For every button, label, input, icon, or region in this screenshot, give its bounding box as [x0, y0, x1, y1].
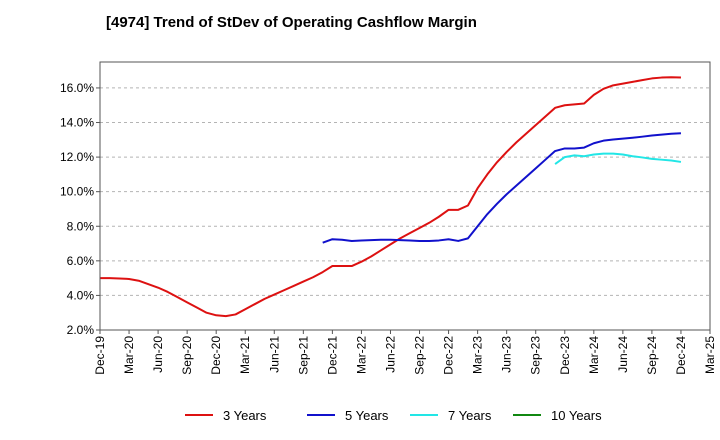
x-tick-label: Jun-24: [616, 336, 630, 373]
legend-label: 3 Years: [223, 407, 267, 423]
y-tick-label: 14.0%: [60, 116, 94, 130]
x-tick-label: Sep-21: [296, 336, 310, 375]
legend: 3 Years 5 Years 7 Years 10 Years: [0, 404, 720, 428]
x-tick-label: Jun-21: [267, 336, 281, 373]
x-tick-label: Jun-20: [151, 336, 165, 373]
y-tick-label: 8.0%: [67, 219, 95, 233]
legend-item-5-years: 5 Years: [307, 404, 388, 426]
legend-swatch: [410, 414, 438, 416]
x-tick-label: Mar-25: [703, 336, 717, 374]
y-tick-label: 4.0%: [67, 288, 95, 302]
legend-swatch: [513, 414, 541, 416]
x-tick-label: Dec-19: [93, 336, 107, 375]
legend-label: 7 Years: [448, 407, 492, 423]
x-tick-label: Sep-23: [529, 336, 543, 375]
series-line-5-years: [322, 132, 682, 244]
legend-item-7-years: 7 Years: [410, 404, 491, 426]
x-tick-label: Sep-22: [413, 336, 427, 375]
x-axis-ticks: Dec-19 Mar-20 Jun-20 Sep-20 Dec-20 Mar-21 Jun-…: [93, 330, 717, 375]
x-tick-label: Dec-22: [442, 336, 456, 375]
y-tick-label: 16.0%: [60, 81, 94, 95]
x-tick-label: Jun-22: [383, 336, 397, 373]
x-tick-label: Mar-22: [354, 336, 368, 374]
legend-item-10-years: 10 Years: [513, 404, 602, 426]
y-tick-label: 6.0%: [67, 254, 95, 268]
legend-label: 10 Years: [551, 407, 602, 423]
series-line-3-years: [100, 76, 681, 318]
x-tick-label: Mar-21: [238, 336, 252, 374]
grid-lines: [100, 87, 710, 296]
chart-title: [4974] Trend of StDev of Operating Cashf…: [106, 14, 477, 31]
x-tick-label: Dec-23: [558, 336, 572, 375]
y-tick-label: 12.0%: [60, 150, 94, 164]
x-tick-label: Mar-24: [587, 336, 601, 374]
series-line-7-years: [554, 152, 682, 165]
x-tick-label: Sep-20: [180, 336, 194, 375]
legend-label: 5 Years: [345, 407, 389, 423]
x-tick-label: Dec-21: [325, 336, 339, 375]
x-tick-label: Dec-20: [209, 336, 223, 375]
x-tick-label: Sep-24: [645, 336, 659, 375]
legend-swatch: [185, 414, 213, 416]
y-tick-label: 2.0%: [67, 323, 95, 337]
x-tick-label: Mar-23: [471, 336, 485, 374]
plot-frame: [99, 61, 711, 331]
y-axis-ticks: 2.0% 4.0% 6.0% 8.0% 10.0% 12.0% 14.0% 16.0%: [60, 81, 100, 337]
x-tick-label: Jun-23: [500, 336, 514, 373]
series-lines: [100, 76, 682, 318]
legend-swatch: [307, 414, 335, 416]
y-tick-label: 10.0%: [60, 185, 94, 199]
x-tick-label: Dec-24: [674, 336, 688, 375]
legend-item-3-years: 3 Years: [185, 404, 266, 426]
x-tick-label: Mar-20: [122, 336, 136, 374]
